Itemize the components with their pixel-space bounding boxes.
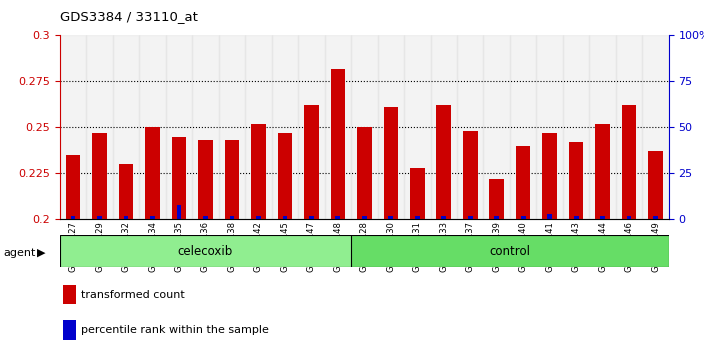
- Bar: [219, 35, 245, 219]
- Bar: [70, 216, 75, 219]
- Bar: [113, 35, 139, 219]
- Bar: [596, 124, 610, 219]
- Bar: [251, 124, 265, 219]
- Bar: [336, 216, 340, 219]
- Text: ▶: ▶: [37, 248, 45, 258]
- Bar: [245, 35, 272, 219]
- Bar: [230, 216, 234, 219]
- Bar: [362, 216, 367, 219]
- Bar: [309, 216, 314, 219]
- Bar: [569, 142, 584, 219]
- Bar: [172, 137, 187, 219]
- Bar: [272, 35, 298, 219]
- Bar: [516, 146, 530, 219]
- Bar: [199, 140, 213, 219]
- Bar: [87, 35, 113, 219]
- Bar: [165, 35, 192, 219]
- Bar: [431, 35, 457, 219]
- Bar: [521, 216, 526, 219]
- Bar: [484, 35, 510, 219]
- Bar: [331, 69, 345, 219]
- Bar: [622, 105, 636, 219]
- Bar: [377, 35, 404, 219]
- Bar: [601, 216, 605, 219]
- Bar: [547, 214, 552, 219]
- Bar: [648, 152, 663, 219]
- Bar: [60, 35, 87, 219]
- Bar: [616, 35, 642, 219]
- Text: percentile rank within the sample: percentile rank within the sample: [81, 325, 269, 335]
- Bar: [150, 216, 155, 219]
- Bar: [277, 133, 292, 219]
- Bar: [97, 216, 102, 219]
- Bar: [304, 105, 319, 219]
- Bar: [65, 155, 80, 219]
- Bar: [351, 35, 377, 219]
- Text: GDS3384 / 33110_at: GDS3384 / 33110_at: [60, 10, 198, 23]
- Bar: [489, 179, 504, 219]
- Text: celecoxib: celecoxib: [178, 245, 233, 258]
- Text: transformed count: transformed count: [81, 290, 184, 300]
- Bar: [357, 127, 372, 219]
- Bar: [468, 216, 472, 219]
- Bar: [542, 133, 557, 219]
- Bar: [441, 216, 446, 219]
- Bar: [574, 216, 579, 219]
- Bar: [589, 35, 616, 219]
- Bar: [384, 107, 398, 219]
- Bar: [177, 205, 182, 219]
- Bar: [203, 216, 208, 219]
- Bar: [119, 164, 133, 219]
- Bar: [410, 168, 425, 219]
- Bar: [225, 140, 239, 219]
- Bar: [351, 235, 669, 267]
- Bar: [325, 35, 351, 219]
- Bar: [536, 35, 563, 219]
- Bar: [404, 35, 431, 219]
- Bar: [256, 216, 260, 219]
- Bar: [389, 216, 393, 219]
- Bar: [192, 35, 219, 219]
- Bar: [282, 216, 287, 219]
- Bar: [298, 35, 325, 219]
- Bar: [145, 127, 160, 219]
- Bar: [653, 216, 658, 219]
- Bar: [642, 35, 669, 219]
- Text: agent: agent: [4, 248, 36, 258]
- Bar: [436, 105, 451, 219]
- Bar: [627, 216, 631, 219]
- Text: control: control: [489, 245, 530, 258]
- Bar: [92, 133, 107, 219]
- Bar: [463, 131, 477, 219]
- Bar: [563, 35, 589, 219]
- Bar: [139, 35, 165, 219]
- Bar: [124, 216, 128, 219]
- Bar: [415, 216, 420, 219]
- Bar: [457, 35, 484, 219]
- Bar: [60, 235, 351, 267]
- Bar: [510, 35, 536, 219]
- Bar: [494, 216, 499, 219]
